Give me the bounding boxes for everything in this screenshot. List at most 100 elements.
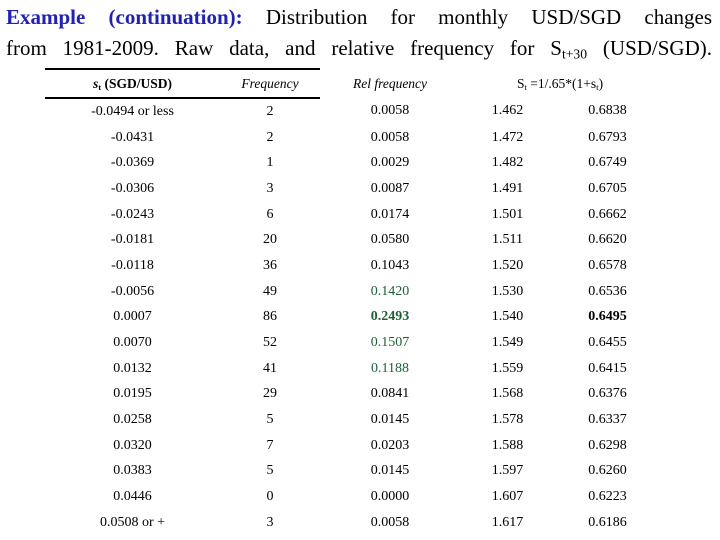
- cell-st-change: 0.0446: [113, 489, 152, 505]
- table-row: 0.0070 52 0.1507 1.549 0.6455: [45, 330, 660, 356]
- cell-rel-frequency: 0.0058: [370, 514, 410, 530]
- cell-st-level: 1.511: [492, 232, 523, 248]
- table-row: -0.0369 1 0.0029 1.482 0.6749: [45, 150, 660, 176]
- cell-frequency: 20: [263, 232, 277, 248]
- cell-frequency: 52: [263, 335, 277, 351]
- cell-usd-sgd: 0.6749: [588, 155, 627, 171]
- cell-st-level: 1.617: [491, 514, 524, 530]
- cell-usd-sgd: 0.6620: [588, 232, 627, 248]
- cell-st-change: 0.0258: [113, 412, 152, 428]
- table-header: st (SGD/USD) Frequency Rel frequency St …: [45, 68, 660, 99]
- cell-st-change: 0.0195: [113, 386, 152, 402]
- title-lead-text: Example (continuation):: [6, 5, 243, 29]
- table-row: -0.0494 or less 2 0.0058 1.462 0.6838: [45, 98, 660, 125]
- cell-st-level: 1.559: [491, 360, 524, 376]
- cell-rel-frequency: 0.0145: [370, 463, 410, 479]
- cell-frequency: 5: [266, 463, 274, 479]
- cell-rel-frequency: 0.0145: [370, 412, 410, 428]
- cell-usd-sgd: 0.6260: [588, 463, 627, 479]
- table-row: -0.0306 3 0.0087 1.491 0.6705: [45, 176, 660, 202]
- title-line1-text: Distribution for monthly USD/SGD changes: [242, 5, 713, 29]
- header-formula-sub2: t: [596, 81, 599, 92]
- cell-usd-sgd: 0.6415: [588, 360, 627, 376]
- table-row: 0.0508 or + 3 0.0058 1.617 0.6186: [45, 510, 660, 536]
- column-header-frequency: Frequency: [220, 68, 320, 99]
- cell-usd-sgd: 0.6578: [588, 257, 627, 273]
- cell-frequency: 29: [263, 386, 277, 402]
- cell-usd-sgd: 0.6536: [588, 283, 627, 299]
- cell-rel-frequency: 0.1420: [370, 283, 410, 299]
- slide-title-line-2: from 1981-2009. Raw data, and relative f…: [6, 33, 712, 64]
- cell-st-level: 1.530: [491, 283, 524, 299]
- table-row: 0.0446 0 0.0000 1.607 0.6223: [45, 484, 660, 510]
- cell-usd-sgd: 0.6705: [588, 180, 627, 196]
- cell-rel-frequency: 0.0087: [370, 180, 410, 196]
- header-formula-end: ): [598, 75, 604, 91]
- cell-st-change: -0.0494 or less: [91, 103, 174, 119]
- table-row: -0.0056 49 0.1420 1.530 0.6536: [45, 279, 660, 305]
- table-row: -0.0118 36 0.1043 1.520 0.6578: [45, 253, 660, 279]
- header-formula-S: S: [516, 75, 525, 91]
- table-row: -0.0431 2 0.0058 1.472 0.6793: [45, 125, 660, 151]
- header-st-sub: t: [98, 81, 102, 92]
- table-row: 0.0132 41 0.1188 1.559 0.6415: [45, 356, 660, 382]
- header-st-rest: (SGD/USD): [101, 75, 173, 91]
- cell-st-level: 1.491: [491, 180, 524, 196]
- cell-frequency: 5: [266, 412, 274, 428]
- cell-rel-frequency: 0.1188: [371, 360, 409, 376]
- cell-st-level: 1.607: [491, 489, 524, 505]
- cell-frequency: 1: [266, 155, 274, 171]
- cell-rel-frequency: 0.2493: [370, 309, 410, 325]
- cell-st-change: 0.0070: [113, 335, 152, 351]
- header-st-var: s: [92, 75, 99, 91]
- cell-st-change: -0.0369: [110, 155, 155, 171]
- cell-st-change: -0.0243: [110, 206, 155, 222]
- cell-st-level: 1.568: [491, 386, 524, 402]
- cell-st-change: -0.0306: [110, 180, 155, 196]
- table-body: -0.0494 or less 2 0.0058 1.462 0.6838 -0…: [45, 98, 660, 536]
- cell-rel-frequency: 0.0029: [370, 155, 410, 171]
- cell-st-level: 1.501: [491, 206, 524, 222]
- cell-st-change: 0.0508 or +: [99, 514, 166, 530]
- table-row: 0.0383 5 0.0145 1.597 0.6260: [45, 459, 660, 485]
- cell-rel-frequency: 0.0000: [370, 489, 410, 505]
- cell-st-level: 1.520: [491, 257, 524, 273]
- cell-frequency: 6: [266, 206, 274, 222]
- cell-frequency: 86: [263, 309, 277, 325]
- cell-rel-frequency: 0.0580: [370, 232, 410, 248]
- cell-st-change: -0.0118: [111, 257, 154, 273]
- table-header-row: st (SGD/USD) Frequency Rel frequency St …: [45, 68, 660, 99]
- title-line2-text: from 1981-2009. Raw data, and relative f…: [6, 36, 562, 60]
- cell-rel-frequency: 0.1043: [370, 257, 410, 273]
- cell-st-change: -0.0431: [110, 129, 155, 145]
- cell-rel-frequency: 0.0174: [370, 206, 410, 222]
- table-row: -0.0181 20 0.0580 1.511 0.6620: [45, 227, 660, 253]
- cell-frequency: 2: [266, 103, 274, 119]
- cell-usd-sgd: 0.6793: [588, 129, 627, 145]
- cell-usd-sgd: 0.6186: [588, 514, 627, 530]
- cell-st-level: 1.472: [491, 129, 524, 145]
- table-row: 0.0007 86 0.2493 1.540 0.6495: [45, 305, 660, 331]
- cell-st-change: 0.0132: [113, 360, 152, 376]
- column-header-st: st (SGD/USD): [45, 68, 220, 99]
- cell-usd-sgd: 0.6495: [588, 309, 627, 325]
- column-header-st-formula: St =1/.65*(1+st): [460, 69, 660, 98]
- cell-frequency: 2: [266, 129, 274, 145]
- cell-frequency: 3: [266, 180, 274, 196]
- cell-st-level: 1.597: [491, 463, 524, 479]
- cell-usd-sgd: 0.6298: [588, 437, 627, 453]
- cell-st-level: 1.578: [491, 412, 524, 428]
- cell-frequency: 36: [263, 257, 277, 273]
- slide-title: Example (continuation): Distribution for…: [0, 0, 720, 64]
- cell-rel-frequency: 0.1507: [370, 335, 410, 351]
- cell-st-level: 1.549: [491, 335, 524, 351]
- cell-usd-sgd: 0.6223: [588, 489, 627, 505]
- column-header-rel-frequency: Rel frequency: [352, 75, 428, 91]
- cell-st-level: 1.482: [491, 155, 524, 171]
- cell-st-change: 0.0320: [113, 437, 152, 453]
- cell-usd-sgd: 0.6337: [588, 412, 627, 428]
- slide-title-line-1: Example (continuation): Distribution for…: [6, 2, 712, 33]
- cell-frequency: 49: [263, 283, 277, 299]
- table-row: -0.0243 6 0.0174 1.501 0.6662: [45, 202, 660, 228]
